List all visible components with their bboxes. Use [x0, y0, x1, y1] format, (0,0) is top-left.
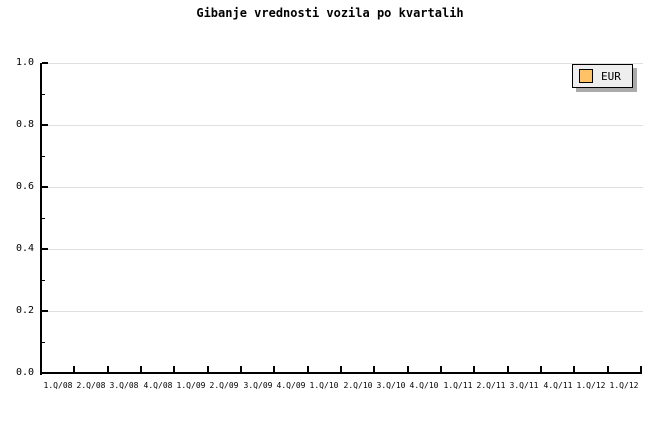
y-tick-label: 0.8	[15, 119, 34, 130]
x-axis-line	[40, 372, 642, 374]
y-minor-tick	[42, 342, 45, 343]
x-tick-label: 1.Q/11	[443, 381, 473, 390]
y-minor-tick	[42, 218, 45, 219]
x-tick-label: 1.Q/09	[176, 381, 206, 390]
x-tick-label: 2.Q/10	[343, 381, 373, 390]
y-gridline	[41, 249, 643, 250]
y-minor-tick	[42, 94, 45, 95]
x-tick	[540, 366, 542, 372]
x-tick-label: 4.Q/08	[143, 381, 173, 390]
x-tick	[140, 366, 142, 372]
y-gridline	[41, 63, 643, 64]
y-major-tick	[42, 310, 48, 312]
y-gridline	[41, 311, 643, 312]
x-tick	[473, 366, 475, 372]
x-tick	[307, 366, 309, 372]
x-tick-label: 3.Q/11	[509, 381, 539, 390]
x-tick-label: 4.Q/10	[409, 381, 439, 390]
x-tick	[173, 366, 175, 372]
y-minor-tick	[42, 280, 45, 281]
legend: EUR	[572, 64, 633, 88]
x-tick-label: 2.Q/08	[76, 381, 106, 390]
y-tick-label: 0.6	[15, 181, 34, 192]
x-tick-label: 3.Q/10	[376, 381, 406, 390]
y-gridline	[41, 125, 643, 126]
y-major-tick	[42, 124, 48, 126]
x-tick	[340, 366, 342, 372]
x-tick-label: 3.Q/09	[243, 381, 273, 390]
x-tick	[607, 366, 609, 372]
y-tick-label: 1.0	[15, 57, 34, 68]
x-tick-label: 1.Q/08	[43, 381, 73, 390]
x-tick-label: 1.Q/12	[576, 381, 606, 390]
x-tick	[640, 366, 642, 372]
y-major-tick	[42, 248, 48, 250]
y-major-tick	[42, 62, 48, 64]
x-tick	[440, 366, 442, 372]
x-tick	[107, 366, 109, 372]
legend-swatch-eur-icon	[579, 69, 593, 83]
y-tick-label: 0.0	[15, 367, 34, 378]
chart-title: Gibanje vrednosti vozila po kvartalih	[196, 6, 464, 20]
y-tick-label: 0.4	[15, 243, 34, 254]
x-tick-label: 1.Q/12	[609, 381, 639, 390]
y-minor-tick	[42, 156, 45, 157]
x-tick-label: 2.Q/09	[209, 381, 239, 390]
y-gridline	[41, 187, 643, 188]
x-tick-label: 1.Q/10	[309, 381, 339, 390]
legend-series-label: EUR	[601, 69, 621, 83]
x-tick	[373, 366, 375, 372]
y-major-tick	[42, 186, 48, 188]
x-tick-label: 4.Q/11	[543, 381, 573, 390]
x-tick-label: 4.Q/09	[276, 381, 306, 390]
x-tick	[73, 366, 75, 372]
x-tick	[573, 366, 575, 372]
x-tick	[273, 366, 275, 372]
y-axis-line	[40, 63, 42, 375]
x-tick-label: 2.Q/11	[476, 381, 506, 390]
y-tick-label: 0.2	[15, 305, 34, 316]
x-tick	[207, 366, 209, 372]
x-tick	[407, 366, 409, 372]
x-tick	[240, 366, 242, 372]
x-tick-label: 3.Q/08	[109, 381, 139, 390]
x-tick	[507, 366, 509, 372]
